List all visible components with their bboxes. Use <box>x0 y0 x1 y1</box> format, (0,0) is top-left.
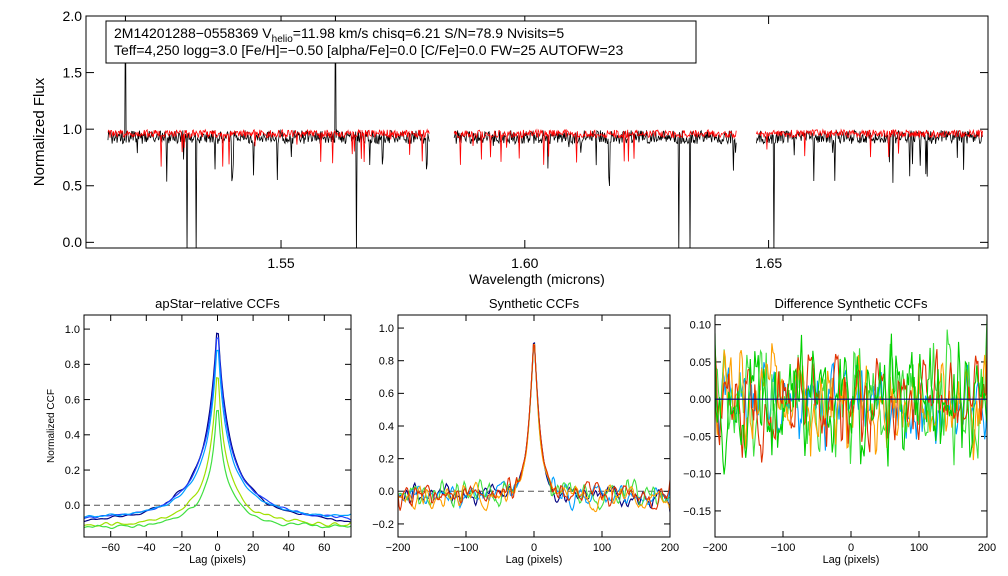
x-tick-label: −200 <box>703 542 728 554</box>
ccf-line-visit-2 <box>398 345 670 512</box>
plot-frame <box>714 314 988 538</box>
spectrum-observed-chip-2 <box>453 129 737 248</box>
x-tick-label: −100 <box>454 542 479 554</box>
x-axis-label: Wavelength (microns) <box>469 271 605 287</box>
y-tick-label: −0.2 <box>372 519 394 531</box>
y-tick-label: 0.8 <box>379 356 394 368</box>
y-tick-label: 1.0 <box>379 323 394 335</box>
info-line-1-prefix: 2M14201288−0558369 V <box>114 25 272 41</box>
y-tick-label: 1.0 <box>65 324 80 336</box>
spectrum-model-chip-3 <box>756 128 983 158</box>
y-tick-label: 0.0 <box>379 486 394 498</box>
y-tick-label: 0.05 <box>690 357 711 369</box>
y-axis-label: Normalized Flux <box>31 77 48 186</box>
ccf-line-visit-4 <box>84 376 351 527</box>
spectrum-panel: 1.55 1.60 1.65 0.0 0.5 1.0 1.5 2.0 Wavelength (m… <box>31 8 989 287</box>
info-line-2: Teff=4,250 logg=3.0 [Fe/H]=−0.50 [alpha/… <box>114 42 623 58</box>
x-tick-label: −20 <box>173 542 192 554</box>
x-tick-label: 0 <box>214 542 220 554</box>
y-tick-label: 0.8 <box>65 359 80 371</box>
x-tick-label: 200 <box>978 542 996 554</box>
y-tick-label: 0.00 <box>690 394 711 406</box>
info-box <box>105 20 697 64</box>
y-tick-label: 1.5 <box>63 64 83 80</box>
y-tick-label: 0.4 <box>379 421 394 433</box>
diff-line-visit-5 <box>715 333 987 475</box>
ccf-line-visit-1 <box>84 332 351 523</box>
apstar-ccf-panel: −60 −40 −20 0 20 40 60 0.0 0.2 0.4 0.6 0.8 1.0 Lag (p… <box>46 296 352 566</box>
y-tick-label: 0.5 <box>63 178 83 194</box>
panel-title: apStar−relative CCFs <box>155 296 280 311</box>
spectrum-model-chip-1 <box>107 128 430 167</box>
spectrum-model-chip-2 <box>453 128 737 165</box>
y-tick-label: −0.15 <box>683 506 711 518</box>
synthetic-ccf-panel: −200 −100 0 100 200 −0.2 0.0 0.2 0.4 0.6 0.8 1.0 Lag… <box>372 296 679 566</box>
y-tick-label: 2.0 <box>63 8 83 24</box>
x-tick-label: 0 <box>531 542 537 554</box>
panel-title: Synthetic CCFs <box>489 296 580 311</box>
ccf-line-visit-2 <box>84 337 351 521</box>
plot-frame <box>85 15 989 249</box>
ccf-line-visit-3 <box>84 349 351 518</box>
info-line-1-subscript: helio <box>272 34 294 45</box>
plot-frame <box>397 314 671 538</box>
x-tick-label: 100 <box>910 542 928 554</box>
y-tick-label: 0.0 <box>65 500 80 512</box>
x-axis-label: Lag (pixels) <box>823 554 880 566</box>
y-tick-label: 0.2 <box>65 465 80 477</box>
x-tick-label: 200 <box>661 542 679 554</box>
y-tick-label: −0.05 <box>683 431 711 443</box>
diff-line-visit-4 <box>715 346 987 463</box>
x-tick-label: −200 <box>386 542 411 554</box>
y-tick-label: 0.6 <box>65 394 80 406</box>
y-axis-label: Normalized CCF <box>46 389 57 463</box>
x-axis-label: Lag (pixels) <box>189 554 246 566</box>
spectrum-observed-chip-3 <box>756 128 983 248</box>
ccf-line-visit-5 <box>398 343 670 511</box>
ccf-line-visit-5 <box>84 409 351 530</box>
x-tick-label: 60 <box>318 542 330 554</box>
info-line-1: 2M14201288−0558369 Vhelio=11.98 km/s chi… <box>114 25 564 45</box>
y-tick-label: 0.2 <box>379 453 394 465</box>
diff-line-visit-2 <box>715 319 987 466</box>
x-tick-label: 20 <box>247 542 259 554</box>
y-tick-label: −0.10 <box>683 469 711 481</box>
x-tick-label: 1.55 <box>267 255 294 271</box>
x-tick-label: 100 <box>593 542 611 554</box>
ccf-line-visit-3 <box>398 343 670 511</box>
panel-title: Difference Synthetic CCFs <box>775 296 928 311</box>
y-tick-label: 1.0 <box>63 121 83 137</box>
x-tick-label: 1.65 <box>755 255 782 271</box>
difference-ccf-panel: −200 −100 0 100 200 −0.15 −0.10 −0.05 0.00 0.05 0.… <box>683 296 996 566</box>
y-tick-label: 0.10 <box>690 320 711 332</box>
y-tick-label: 0.0 <box>63 234 83 250</box>
x-tick-label: −60 <box>101 542 120 554</box>
y-tick-label: 0.4 <box>65 430 80 442</box>
info-line-1-suffix: =11.98 km/s chisq=6.21 S/N=78.9 Nvisits=… <box>293 25 565 41</box>
x-tick-label: 40 <box>283 542 295 554</box>
y-tick-label: 0.6 <box>379 388 394 400</box>
plot-frame <box>83 314 352 538</box>
x-tick-label: 1.60 <box>511 255 538 271</box>
x-tick-label: 0 <box>848 542 854 554</box>
x-tick-label: −100 <box>771 542 796 554</box>
x-tick-label: −40 <box>137 542 156 554</box>
x-axis-label: Lag (pixels) <box>506 554 563 566</box>
